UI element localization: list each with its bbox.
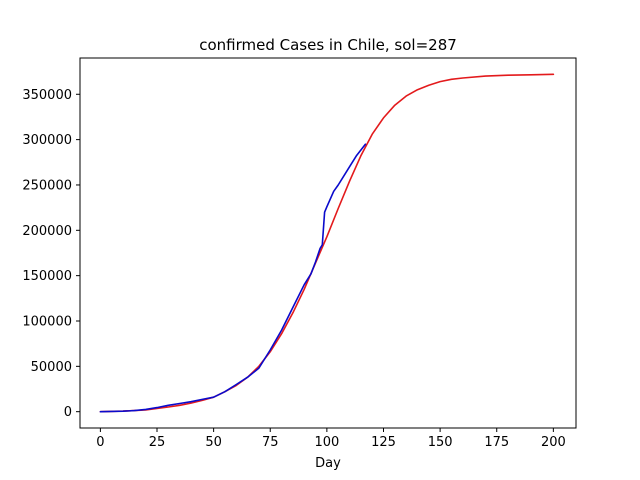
x-tick-label: 25 (149, 435, 166, 450)
y-axis: 0 50000 100000 150000 200000 250000 300000 3500… (22, 88, 80, 420)
y-tick-label: 150000 (22, 269, 72, 284)
x-tick-label: 175 (484, 435, 509, 450)
y-tick-label: 100000 (22, 314, 72, 329)
x-tick-label: 100 (314, 435, 339, 450)
x-axis-label: Day (315, 456, 341, 471)
series-layer (99, 73, 555, 413)
y-tick-label: 50000 (31, 360, 72, 375)
x-tick-label: 50 (205, 435, 222, 450)
y-tick-label: 200000 (22, 224, 72, 239)
x-tick-label: 75 (262, 435, 279, 450)
plot-area (79, 57, 577, 429)
y-tick-label: 300000 (22, 133, 72, 148)
y-tick-label: 350000 (22, 88, 72, 103)
y-tick-label: 0 (64, 405, 72, 420)
chart-title: confirmed Cases in Chile, sol=287 (199, 36, 457, 54)
x-tick-label: 200 (541, 435, 566, 450)
x-axis: 0 25 50 75 100 125 150 175 200 (96, 428, 566, 450)
series-line-2 (99, 143, 367, 413)
x-tick-label: 0 (96, 435, 104, 450)
x-tick-label: 150 (428, 435, 453, 450)
x-tick-label: 125 (371, 435, 396, 450)
y-tick-label: 250000 (22, 178, 72, 193)
